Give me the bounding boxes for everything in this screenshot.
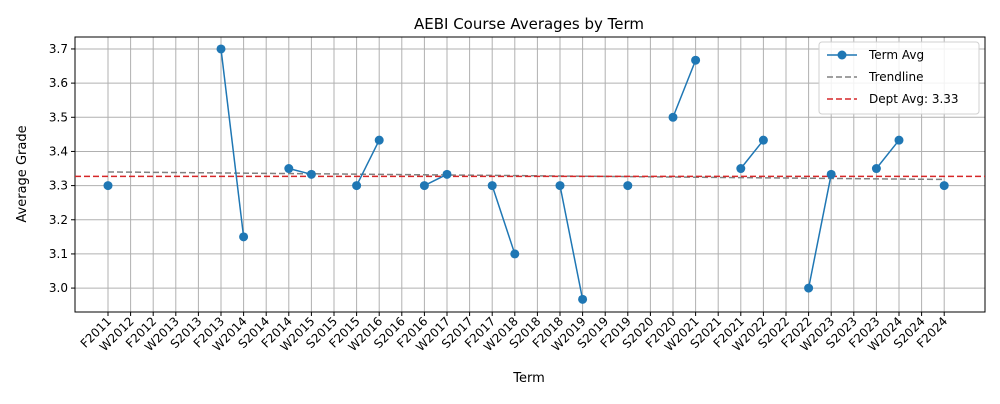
term-avg-point xyxy=(442,169,452,179)
term-avg-point xyxy=(623,181,633,191)
term-avg-line xyxy=(355,139,380,186)
chart-title: AEBI Course Averages by Term xyxy=(414,15,644,33)
term-avg-point xyxy=(826,169,836,179)
term-avg-line xyxy=(672,59,697,118)
term-avg-point xyxy=(939,181,949,191)
term-avg-point xyxy=(578,294,588,304)
y-tick-label: 3.1 xyxy=(49,247,68,261)
term-avg-point xyxy=(668,112,678,122)
x-axis-ticks: F2011W2012F2012W2013S2013F2013W2014S2014… xyxy=(78,312,950,354)
term-avg-point xyxy=(871,164,881,174)
legend-label: Term Avg xyxy=(868,48,924,62)
y-tick-label: 3.6 xyxy=(49,76,68,90)
y-tick-label: 3.3 xyxy=(49,179,68,193)
term-avg-point xyxy=(284,164,294,174)
term-avg-line xyxy=(875,139,900,169)
term-avg-point xyxy=(691,55,701,65)
legend-marker xyxy=(837,50,847,60)
legend-label: Dept Avg: 3.33 xyxy=(869,92,959,106)
term-avg-line xyxy=(740,139,764,169)
term-avg-line xyxy=(220,48,245,237)
y-tick-label: 3.5 xyxy=(49,110,68,124)
term-avg-point xyxy=(894,135,904,145)
term-avg-line xyxy=(559,185,584,300)
series-layer xyxy=(75,44,985,304)
x-axis-label: Term xyxy=(512,371,545,386)
term-avg-line xyxy=(491,185,516,255)
y-tick-label: 3.0 xyxy=(49,281,68,295)
term-avg-point xyxy=(103,181,113,191)
term-avg-point xyxy=(374,135,384,145)
legend-frame xyxy=(818,41,980,115)
term-avg-point xyxy=(352,181,362,191)
y-axis-ticks: 3.0 3.1 3.2 3.3 3.4 3.5 3.6 3.7 xyxy=(49,42,75,295)
term-avg-point xyxy=(758,135,768,145)
term-avg-point xyxy=(487,181,497,191)
plot-frame xyxy=(74,36,986,313)
term-avg-point xyxy=(555,181,565,191)
legend: Term Avg Trendline Dept Avg: 3.33 xyxy=(818,41,980,115)
term-avg-point xyxy=(419,181,429,191)
y-axis-label: Average Grade xyxy=(15,125,30,222)
term-avg-point xyxy=(306,169,316,179)
term-avg-point xyxy=(804,283,814,293)
term-avg-point xyxy=(736,164,746,174)
term-avg-point xyxy=(216,44,226,54)
legend-label: Trendline xyxy=(868,70,924,84)
y-tick-label: 3.7 xyxy=(49,42,68,56)
y-tick-label: 3.4 xyxy=(49,144,68,158)
term-avg-point xyxy=(239,232,249,242)
y-tick-label: 3.2 xyxy=(49,213,68,227)
term-avg-line xyxy=(807,174,832,289)
term-avg-point xyxy=(510,249,520,259)
